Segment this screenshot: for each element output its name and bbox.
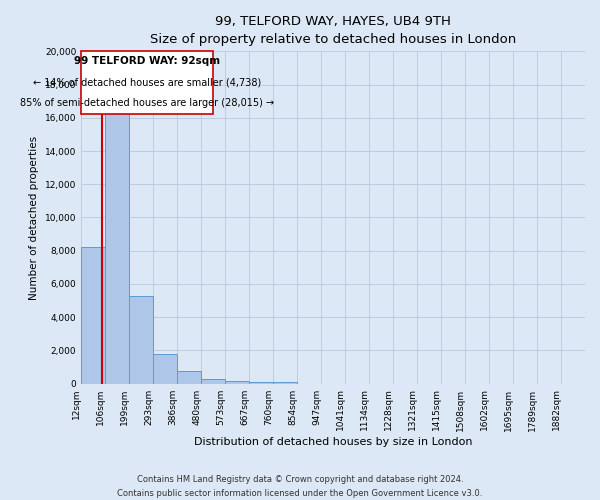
Title: 99, TELFORD WAY, HAYES, UB4 9TH
Size of property relative to detached houses in : 99, TELFORD WAY, HAYES, UB4 9TH Size of … <box>150 15 516 46</box>
Bar <box>177 371 201 384</box>
Bar <box>249 382 273 384</box>
FancyBboxPatch shape <box>81 52 213 114</box>
Bar <box>153 354 177 384</box>
Bar <box>201 378 225 384</box>
Text: Contains HM Land Registry data © Crown copyright and database right 2024.
Contai: Contains HM Land Registry data © Crown c… <box>118 476 482 498</box>
Text: 99 TELFORD WAY: 92sqm: 99 TELFORD WAY: 92sqm <box>74 56 220 66</box>
Bar <box>105 108 129 384</box>
Text: 85% of semi-detached houses are larger (28,015) →: 85% of semi-detached houses are larger (… <box>20 98 274 108</box>
Bar <box>225 381 249 384</box>
Bar <box>81 248 105 384</box>
X-axis label: Distribution of detached houses by size in London: Distribution of detached houses by size … <box>194 438 472 448</box>
Y-axis label: Number of detached properties: Number of detached properties <box>29 136 39 300</box>
Text: ← 14% of detached houses are smaller (4,738): ← 14% of detached houses are smaller (4,… <box>33 78 261 88</box>
Bar <box>129 296 153 384</box>
Bar <box>273 382 297 384</box>
